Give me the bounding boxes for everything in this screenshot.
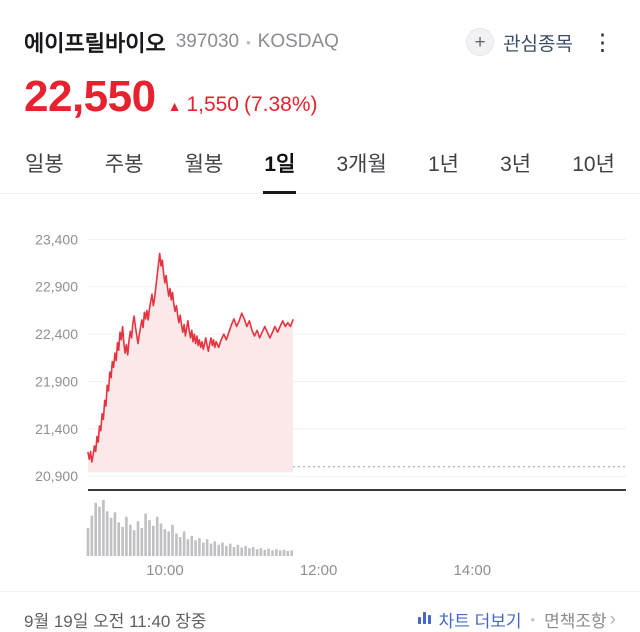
period-tabs: 일봉 주봉 월봉 1일 3개월 1년 3년 10년 xyxy=(0,148,640,194)
tab-1day[interactable]: 1일 xyxy=(263,148,297,194)
svg-text:21,900: 21,900 xyxy=(35,373,78,389)
chevron-right-icon: › xyxy=(609,609,616,630)
tab-3years[interactable]: 3년 xyxy=(499,148,532,194)
header: 에이프릴바이오 397030 • KOSDAQ + 관심종목 ⋮ 22,550 … xyxy=(0,0,640,122)
watchlist-label: 관심종목 xyxy=(503,33,573,55)
footer-links: 차트 더보기 • 면책조항 › xyxy=(417,607,616,632)
svg-text:20,900: 20,900 xyxy=(35,468,78,484)
add-watchlist-button[interactable]: + 관심종목 xyxy=(466,28,573,56)
price-change-group: ▲ 1,550 (7.38%) xyxy=(168,93,318,117)
market-label: KOSDAQ xyxy=(257,31,339,52)
svg-text:14:00: 14:00 xyxy=(454,562,492,578)
up-arrow-icon: ▲ xyxy=(167,98,182,114)
current-price: 22,550 xyxy=(24,72,156,121)
separator-dot: • xyxy=(530,612,536,627)
price-change: 1,550 xyxy=(186,93,239,116)
market-datetime: 9월 19일 오전 11:40 장중 xyxy=(24,612,207,631)
plus-icon: + xyxy=(466,28,495,56)
chart-icon xyxy=(417,610,432,630)
tab-monthly-candle[interactable]: 월봉 xyxy=(184,148,225,194)
chart-more-label: 차트 더보기 xyxy=(438,612,522,631)
tab-weekly-candle[interactable]: 주봉 xyxy=(104,148,145,194)
footer: 9월 19일 오전 11:40 장중 차트 더보기 • 면책조항 › xyxy=(0,591,640,632)
tab-daily-candle[interactable]: 일봉 xyxy=(24,148,65,194)
chart-more-link[interactable]: 차트 더보기 xyxy=(417,607,522,632)
tab-1year[interactable]: 1년 xyxy=(427,148,460,194)
svg-text:22,400: 22,400 xyxy=(35,326,78,342)
disclaimer-link[interactable]: 면책조항 › xyxy=(544,607,616,632)
disclaimer-label: 면책조항 xyxy=(544,612,607,631)
svg-text:21,400: 21,400 xyxy=(35,421,78,437)
svg-text:22,900: 22,900 xyxy=(35,279,78,295)
stock-name: 에이프릴바이오 xyxy=(24,31,166,56)
header-actions: + 관심종목 ⋮ xyxy=(466,28,616,56)
tab-3months[interactable]: 3개월 xyxy=(335,148,387,194)
svg-text:23,400: 23,400 xyxy=(35,231,78,247)
chart-canvas[interactable]: 23,400 22,900 22,400 21,900 21,400 20,900 10:0… xyxy=(0,220,640,579)
svg-text:12:00: 12:00 xyxy=(300,562,338,578)
price-row: 22,550 ▲ 1,550 (7.38%) xyxy=(24,72,616,122)
tab-10years[interactable]: 10년 xyxy=(571,148,616,194)
price-chart[interactable]: 23,400 22,900 22,400 21,900 21,400 20,900 10:0… xyxy=(0,220,640,583)
separator-dot: • xyxy=(246,34,251,50)
title-row: 에이프릴바이오 397030 • KOSDAQ + 관심종목 ⋮ xyxy=(24,26,616,58)
stock-code: 397030 xyxy=(175,31,240,52)
more-menu-button[interactable]: ⋮ xyxy=(591,28,614,55)
svg-text:10:00: 10:00 xyxy=(146,562,184,578)
price-change-percent: (7.38%) xyxy=(244,93,318,116)
